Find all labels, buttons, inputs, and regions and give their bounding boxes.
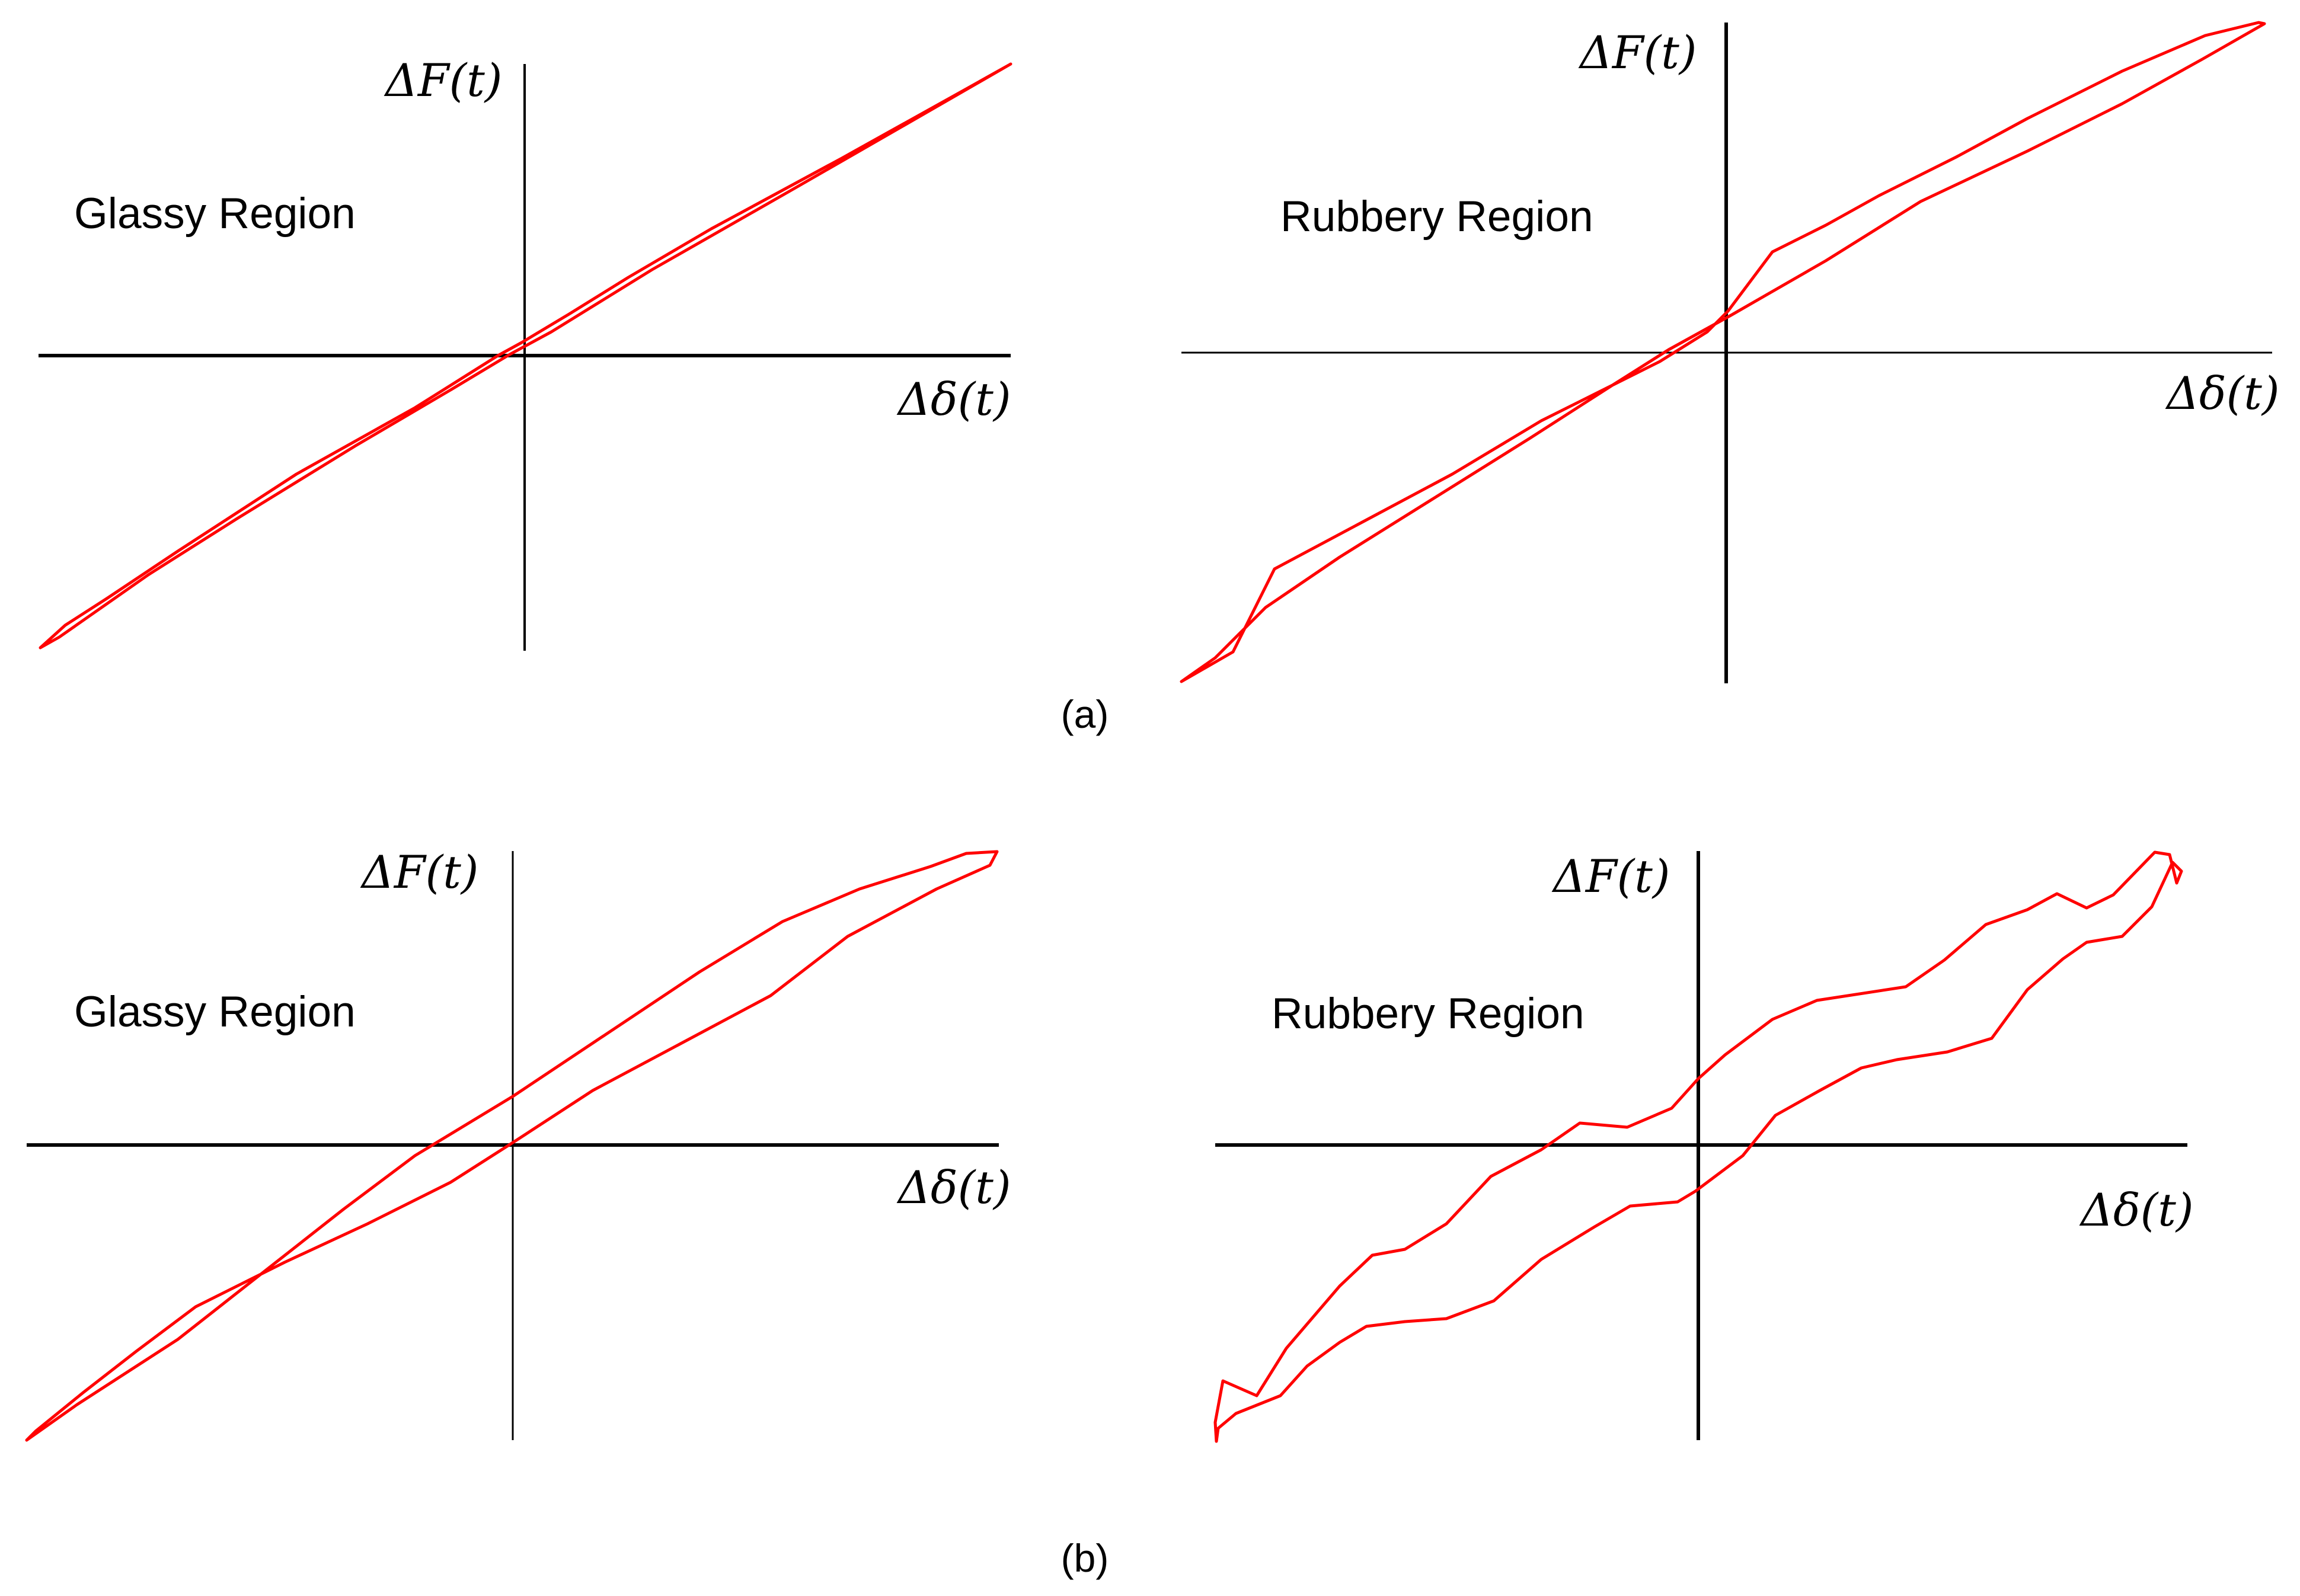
hysteresis-loop <box>25 850 999 1442</box>
hysteresis-loop <box>1180 21 2266 683</box>
hysteresis-loop <box>1213 850 2183 1443</box>
hysteresis-loop <box>39 62 1012 650</box>
x-axis-label: Δδ(t) <box>896 373 1011 426</box>
caption-b: (b) <box>1061 1536 1109 1580</box>
panel-a-rubbery: Rubbery Region ΔF(t) Δδ(t) <box>1180 21 2279 683</box>
y-axis-label: ΔF(t) <box>1578 26 1697 79</box>
y-axis-label: ΔF(t) <box>360 846 478 898</box>
panel-b-glassy: Glassy Region ΔF(t) Δδ(t) <box>25 846 1011 1442</box>
y-axis-label: ΔF(t) <box>384 54 502 107</box>
panel-b-rubbery: Rubbery Region ΔF(t) Δδ(t) <box>1213 850 2193 1443</box>
caption-a: (a) <box>1061 692 1109 736</box>
x-axis-label: Δδ(t) <box>2165 367 2279 420</box>
panel-a-glassy: Glassy Region ΔF(t) Δδ(t) <box>39 54 1012 651</box>
region-label: Glassy Region <box>74 190 356 238</box>
x-axis-label: Δδ(t) <box>896 1161 1011 1214</box>
y-axis-label: ΔF(t) <box>1551 850 1670 903</box>
region-label: Rubbery Region <box>1280 193 1593 241</box>
x-axis-label: Δδ(t) <box>2079 1184 2193 1236</box>
region-label: Glassy Region <box>74 988 356 1036</box>
region-label: Rubbery Region <box>1272 990 1585 1038</box>
